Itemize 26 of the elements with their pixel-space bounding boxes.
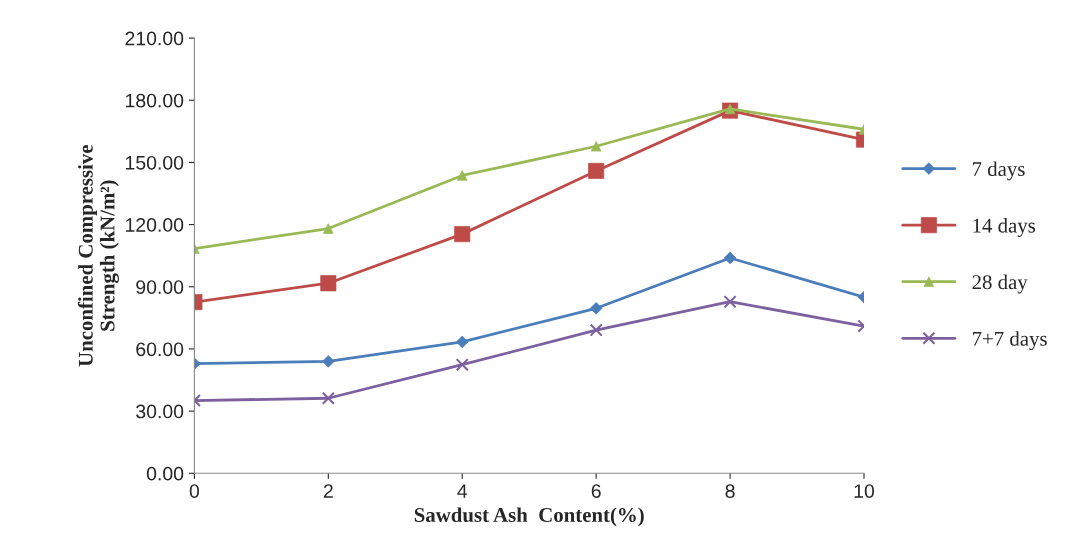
y-tick-label: 120.00 [126,218,184,232]
point [723,295,737,309]
point [321,391,335,405]
x-tick-label: 2 [323,484,333,498]
x-tick-label: 0 [189,484,200,498]
x-tick-label: 10 [854,484,875,498]
point [454,226,471,243]
point [455,358,469,372]
y-tick-label: 210.00 [125,31,184,46]
y-tick-label: 150.00 [126,155,184,170]
y-axis-title: Unconfined Compressive Strength (kN/m²) [77,145,119,367]
point [588,162,605,179]
y-tick-label: 0.00 [146,466,184,481]
x-axis-title: Sawdust Ash Content(%) [414,507,644,527]
x-tick-label: 8 [725,484,735,498]
legend-label: 28 day [972,274,1028,294]
x-tick-label: 4 [457,484,468,498]
y-tick-label: 180.00 [126,93,184,108]
legend-label: 14 days [973,217,1036,237]
y-tick-label: 90.00 [136,280,184,294]
x-tick-label: 6 [591,484,601,498]
point [589,323,603,337]
y-tick-label: 30.00 [136,404,184,419]
legend-label: 7 days [972,161,1025,181]
legend-label: 7+7 days [972,331,1047,351]
y-tick-label: 60.00 [136,342,184,357]
